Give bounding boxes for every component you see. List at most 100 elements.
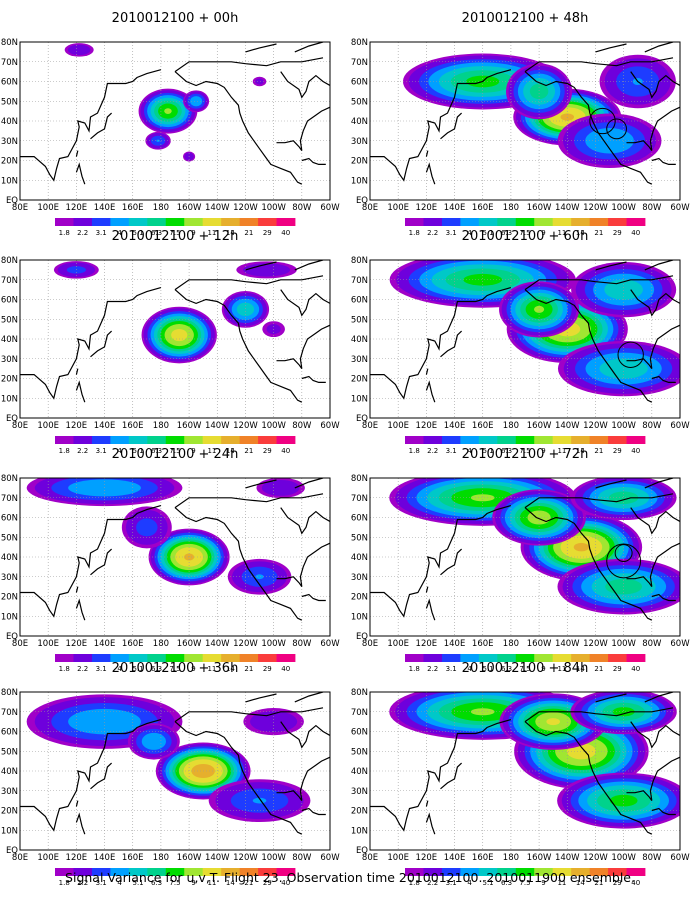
colorbar-label: 40 xyxy=(281,879,290,887)
colorbar-swatch xyxy=(460,868,480,876)
colorbar-label: 2.2 xyxy=(427,447,438,455)
latitude-tick-label: 20N xyxy=(351,375,368,385)
map-panel: 2010012100 + 84h 80E 100E 120E 140E 160E 180 16… xyxy=(351,661,690,887)
colorbar-label: 9 xyxy=(191,665,195,673)
longitude-tick-label: 120W xyxy=(233,421,258,431)
coastline xyxy=(626,324,680,369)
latitude-tick-label: 60N xyxy=(351,514,368,524)
colorbar-label: 29 xyxy=(263,879,272,887)
colorbar-label: 1.8 xyxy=(59,879,70,887)
colorbar-label: 14 xyxy=(576,665,585,673)
longitude-tick-label: 100E xyxy=(387,639,409,649)
longitude-tick-label: 80W xyxy=(292,421,312,431)
coastline xyxy=(20,719,162,832)
colorbar-swatch xyxy=(110,654,130,662)
colorbar-swatch xyxy=(128,436,148,444)
colorbar-label: 29 xyxy=(613,665,622,673)
latitude-tick-label: 60N xyxy=(351,78,368,88)
latitude-tick-label: 60N xyxy=(351,728,368,738)
latitude-tick-label: 50N xyxy=(351,315,368,325)
latitude-tick-label: EQ xyxy=(6,632,18,642)
latitude-tick-label: 70N xyxy=(1,276,18,286)
latitude-tick-label: 20N xyxy=(351,593,368,603)
colorbar-label: 21 xyxy=(244,879,253,887)
longitude-tick-label: 120W xyxy=(233,853,258,863)
longitude-tick-label: 140E xyxy=(444,639,466,649)
coastline xyxy=(425,368,429,375)
colorbar-swatch xyxy=(128,868,148,876)
longitude-tick-label: 140W xyxy=(555,203,580,213)
latitude-tick-label: 10N xyxy=(1,176,18,186)
longitude-tick-label: 120W xyxy=(233,639,258,649)
coastline xyxy=(90,762,113,790)
coastline xyxy=(90,330,113,358)
latitude-tick-label: 20N xyxy=(351,807,368,817)
colorbar-swatch xyxy=(497,436,517,444)
coastline xyxy=(524,493,674,509)
variance-field xyxy=(389,478,680,615)
colorbar-label: 7.5 xyxy=(519,447,530,455)
colorbar-swatch xyxy=(184,218,204,226)
colorbar-swatch xyxy=(258,436,277,444)
longitude-tick-label: 60W xyxy=(670,639,690,649)
longitude-tick-label: 140W xyxy=(205,421,230,431)
map-frame xyxy=(19,691,331,851)
colorbar-swatch xyxy=(589,654,609,662)
colorbar-label: 7.5 xyxy=(169,665,180,673)
panel-title: 2010012100 + 12h xyxy=(112,229,239,244)
variance-contour xyxy=(546,718,560,726)
latitude-tick-label: 80N xyxy=(351,38,368,48)
latitude-tick-label: 20N xyxy=(1,807,18,817)
colorbar-swatch xyxy=(626,436,646,444)
latitude-tick-label: 10N xyxy=(351,612,368,622)
longitude-tick-label: 180 xyxy=(153,421,169,431)
coastline xyxy=(626,106,680,151)
colorbar-swatch xyxy=(55,436,74,444)
latitude-tick-label: 30N xyxy=(1,355,18,365)
colorbar-swatch xyxy=(608,436,627,444)
latitude-tick-label: 30N xyxy=(351,137,368,147)
longitude-tick-label: 120E xyxy=(416,203,438,213)
map-panel: 2010012100 + 12h 80E 100E 120E 140E 160E 180 16… xyxy=(1,229,340,455)
colorbar-swatch xyxy=(405,436,424,444)
colorbar-label: 5.1 xyxy=(483,665,494,673)
coastlines xyxy=(370,478,680,621)
longitude-tick-label: 120W xyxy=(583,853,608,863)
colorbar-label: 3.1 xyxy=(96,665,107,673)
coastline xyxy=(626,542,680,587)
colorbar-label: 4 xyxy=(117,447,122,455)
longitude-tick-label: 160W xyxy=(527,853,552,863)
variance-contour xyxy=(529,83,549,100)
colorbar-label: 9 xyxy=(541,665,545,673)
latitude-tick-label: 40N xyxy=(351,117,368,127)
variance-contour xyxy=(190,96,203,107)
longitude-tick-label: 160E xyxy=(122,203,144,213)
colorbar-swatch xyxy=(423,218,443,226)
longitude-tick-label: 100E xyxy=(37,639,59,649)
longitude-tick-label: 140E xyxy=(94,203,116,213)
coastline xyxy=(90,548,113,576)
variance-contour xyxy=(243,263,291,277)
coastline xyxy=(276,106,330,151)
colorbar-swatch xyxy=(497,218,517,226)
coastline xyxy=(630,721,680,749)
colorbar-label: 4 xyxy=(117,665,122,673)
colorbar-label: 2.2 xyxy=(77,879,88,887)
colorbar-swatch xyxy=(589,436,609,444)
coastline xyxy=(75,380,86,403)
coastline xyxy=(276,324,330,369)
longitude-tick-label: 160E xyxy=(122,853,144,863)
coastline xyxy=(370,719,512,832)
colorbar-swatch xyxy=(91,436,111,444)
colorbar-label: 2.2 xyxy=(77,229,88,237)
grid-lines xyxy=(20,260,330,418)
colorbar-swatch xyxy=(91,868,111,876)
coastlines xyxy=(370,260,680,403)
colorbar-label: 2.2 xyxy=(427,665,438,673)
colorbar-swatch xyxy=(608,868,627,876)
longitude-tick-label: 80E xyxy=(362,639,378,649)
colorbar-swatch xyxy=(110,436,130,444)
colorbar-swatch xyxy=(515,218,535,226)
colorbar-swatch xyxy=(55,654,74,662)
colorbar-label: 4 xyxy=(117,879,122,887)
